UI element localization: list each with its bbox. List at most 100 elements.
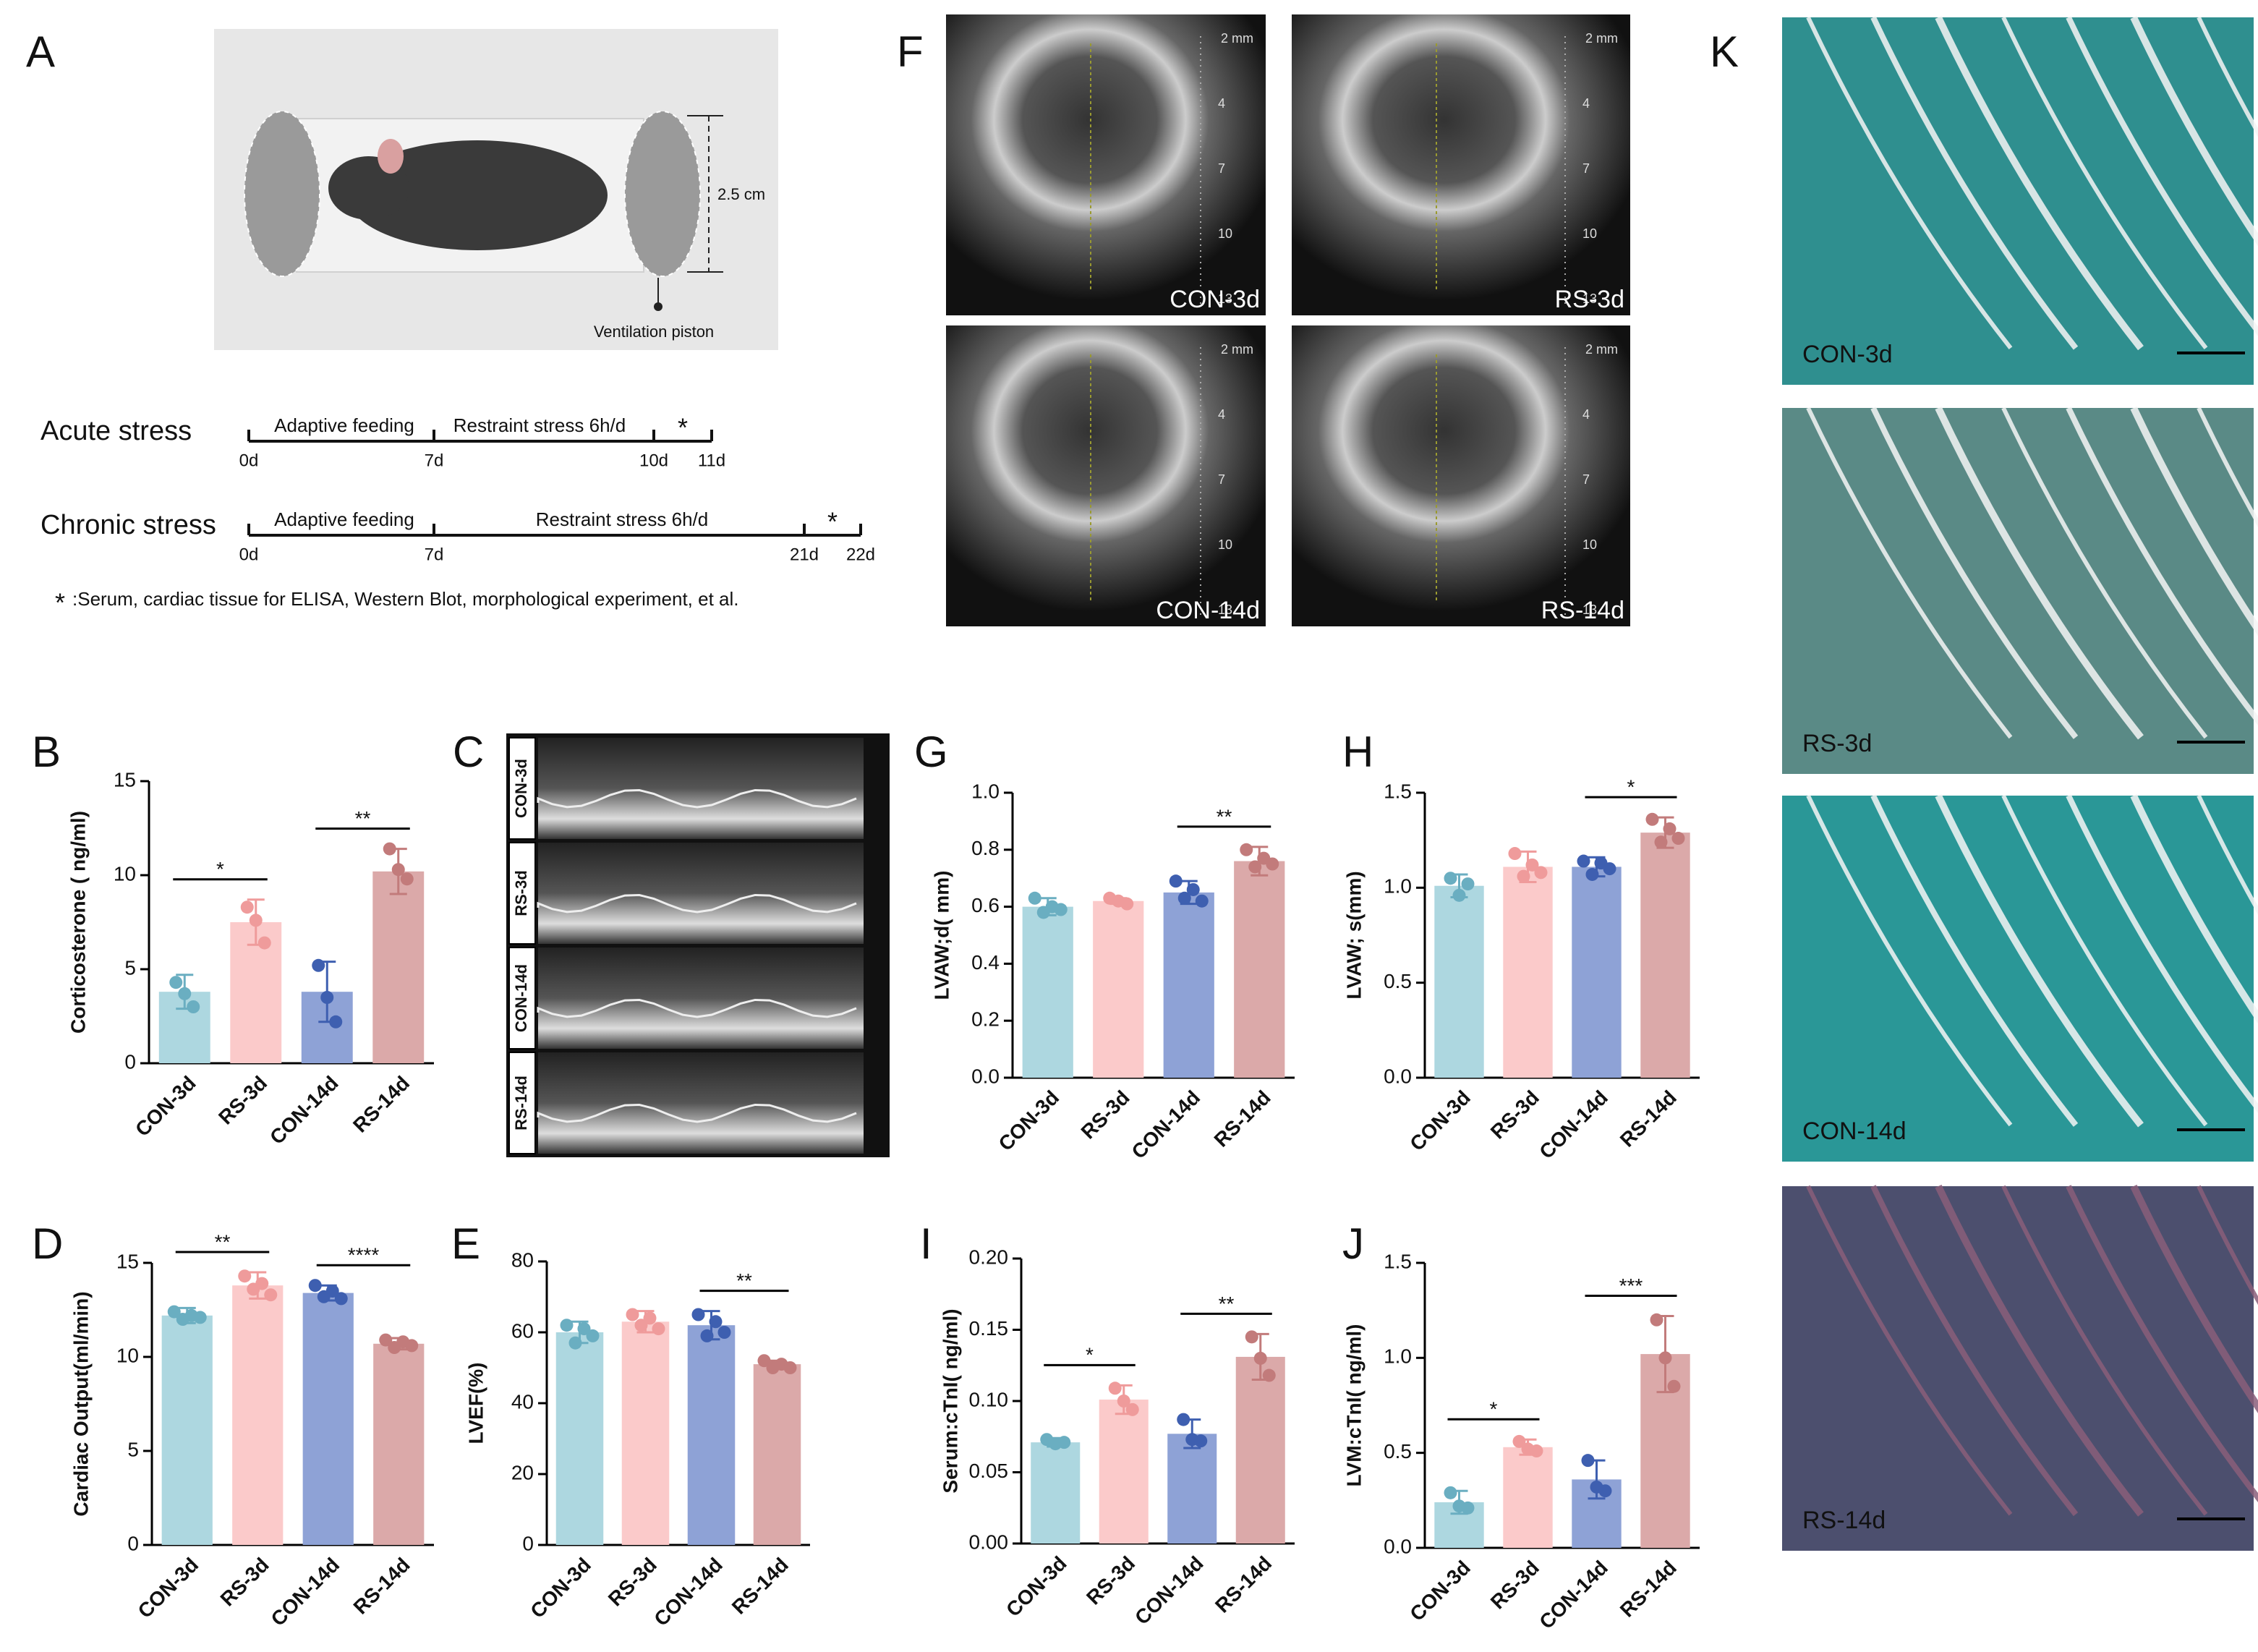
data-point [1194, 1434, 1208, 1448]
mmode-image [538, 843, 864, 944]
fiber-gap [2130, 793, 2258, 1024]
wall-trace [537, 1103, 857, 1123]
bar [1434, 885, 1484, 1078]
data-point [568, 1336, 582, 1350]
fiber-gap [2130, 15, 2258, 247]
y-axis-label: LVAW;d( mm) [930, 871, 953, 1000]
data-point [626, 1308, 639, 1321]
data-point [1461, 877, 1475, 891]
y-tick-label: 80 [511, 1248, 534, 1271]
y-tick-label: 15 [114, 768, 136, 791]
histology-image [1782, 17, 2254, 385]
y-tick-label: 0 [127, 1532, 139, 1554]
significance-label: * [1627, 776, 1635, 799]
timeline-name: Acute stress [41, 416, 192, 446]
bar [621, 1321, 670, 1545]
bar [161, 1315, 213, 1545]
data-point [405, 1339, 419, 1353]
scale-label: 10 [1218, 537, 1232, 552]
data-point [1534, 866, 1548, 880]
fiber-gap [1806, 794, 2013, 1127]
fiber-gap [1870, 406, 2079, 739]
data-point [1598, 1484, 1612, 1498]
data-point [1253, 1351, 1267, 1365]
data-point [1585, 867, 1599, 881]
annotation: Ventilation piston [594, 323, 714, 341]
data-point [1125, 1402, 1139, 1416]
data-point [1266, 857, 1279, 871]
piston-dot [654, 302, 663, 311]
y-tick-label: 0.0 [1384, 1535, 1412, 1557]
group-label: RS-3d [1802, 730, 1872, 757]
bar [687, 1325, 736, 1545]
y-tick-label: 1.0 [1384, 1345, 1412, 1368]
data-point [1177, 891, 1191, 905]
wall-trace [537, 788, 857, 809]
significance-label: **** [348, 1244, 380, 1266]
fiber-gap [1935, 793, 2144, 1128]
x-tick-label: CON-3d [1405, 1086, 1475, 1156]
x-tick-label: RS-3d [214, 1072, 271, 1129]
y-axis-label: Corticosterone ( ng/ml) [67, 811, 89, 1034]
x-tick-label: CON-14d [265, 1072, 343, 1149]
data-point [1658, 1351, 1672, 1365]
data-point [257, 936, 271, 950]
panel-letter: I [920, 1219, 932, 1268]
bar [1234, 861, 1285, 1078]
y-axis-label: LVM:cTnI( ng/ml) [1342, 1324, 1365, 1487]
panel-letter: H [1342, 728, 1373, 776]
data-point [1667, 1379, 1681, 1393]
group-tag [508, 947, 536, 1049]
echo-image [946, 325, 1266, 626]
y-tick-label: 0.00 [969, 1530, 1009, 1553]
y-tick-label: 15 [116, 1250, 139, 1272]
histology-image [1782, 796, 2254, 1162]
marker: * [827, 507, 838, 537]
y-tick-label: 20 [511, 1461, 534, 1483]
data-point [1186, 882, 1200, 896]
group-label: CON-14d [512, 964, 530, 1032]
y-tick-label: 0.0 [971, 1065, 1000, 1087]
footnote-marker: * [55, 588, 65, 618]
panel-letter: B [32, 728, 61, 776]
fiber-gap [1806, 16, 2013, 350]
data-point [255, 1277, 269, 1290]
data-point [1581, 1454, 1595, 1468]
data-point [1444, 1486, 1457, 1499]
significance-label: * [1490, 1398, 1498, 1421]
bar [1640, 833, 1690, 1078]
y-tick-label: 0.20 [969, 1246, 1009, 1268]
data-point [1248, 860, 1262, 874]
data-point [717, 1326, 731, 1339]
scale-label: 7 [1218, 161, 1225, 176]
scale-label: 4 [1218, 96, 1225, 111]
data-point [1603, 862, 1616, 876]
x-tick-label: RS-3d [1486, 1557, 1543, 1614]
y-tick-label: 0.4 [971, 951, 1000, 974]
scale-label: 4 [1218, 407, 1225, 422]
data-point [700, 1329, 714, 1342]
x-tick-label: RS-14d [349, 1072, 414, 1137]
data-point [1577, 854, 1590, 868]
data-point [1240, 843, 1253, 856]
fiber-gap [2197, 16, 2258, 137]
data-point [1530, 1444, 1543, 1458]
y-tick-label: 5 [127, 1438, 139, 1460]
y-tick-label: 0.8 [971, 837, 1000, 859]
panel-letter: F [897, 27, 924, 76]
data-point [1517, 869, 1530, 883]
scale-label: 2 mm [1221, 31, 1253, 46]
scale-label: 13 [1218, 291, 1232, 306]
data-point [1108, 1381, 1122, 1395]
data-point [334, 1292, 348, 1306]
day-label: 7d [425, 545, 444, 564]
footnote: :Serum, cardiac tissue for ELISA, Wester… [72, 588, 738, 610]
scale-label: 13 [1582, 603, 1597, 617]
day-label: 11d [698, 451, 725, 470]
scale-label: 13 [1582, 291, 1597, 306]
group-label: CON-3d [1170, 286, 1260, 313]
mouse-ear [378, 139, 404, 174]
x-tick-label: RS-3d [1077, 1086, 1134, 1144]
scale-label: 2 mm [1585, 342, 1618, 357]
y-tick-label: 5 [124, 956, 136, 979]
